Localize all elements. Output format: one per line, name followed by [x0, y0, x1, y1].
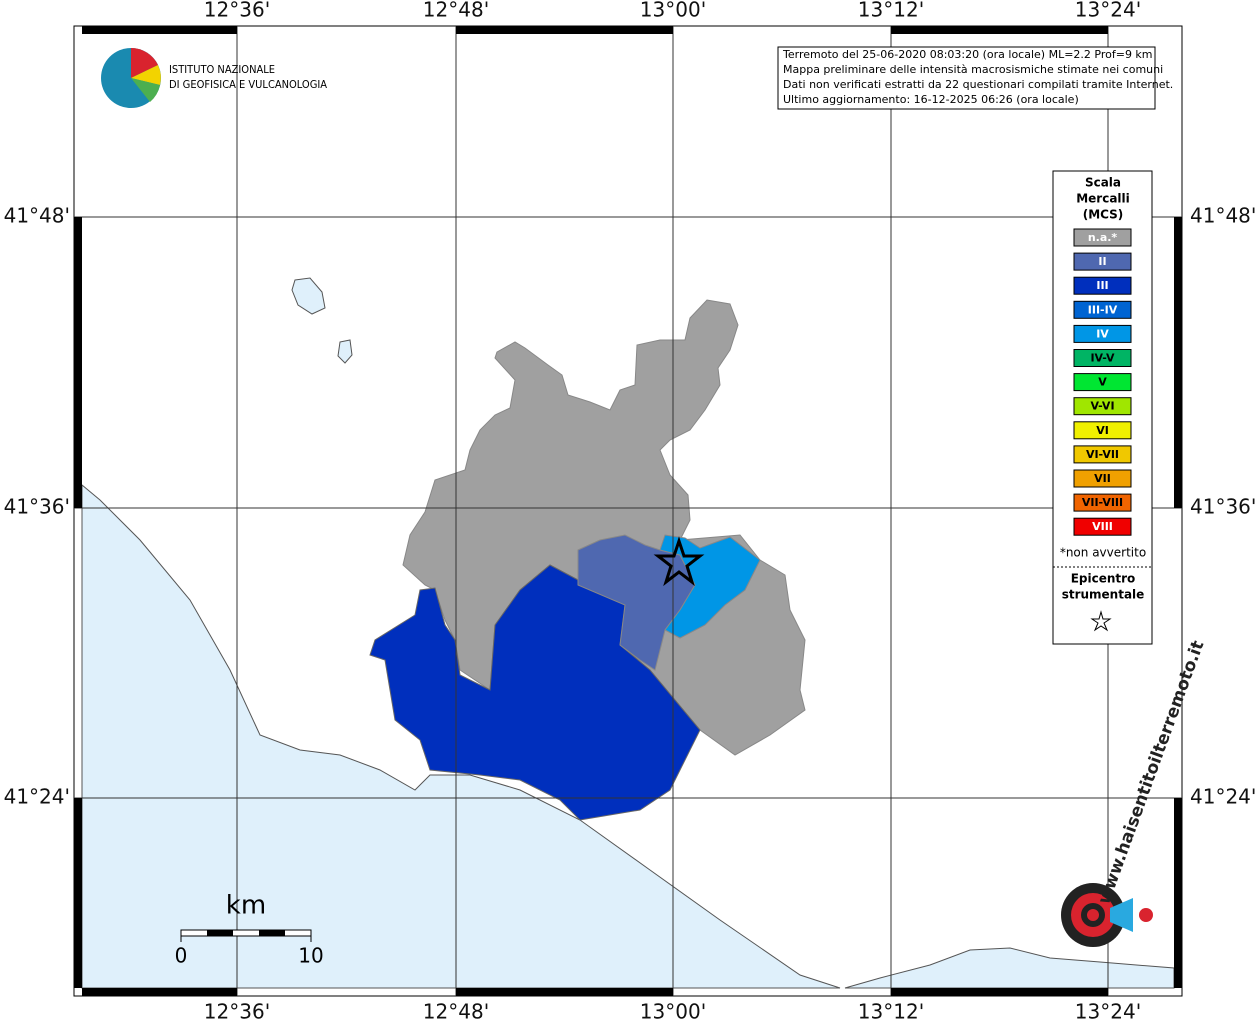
- area-na: [402, 299, 806, 756]
- lat-label: 41°36': [4, 495, 70, 519]
- legend-label: n.a.*: [1088, 231, 1118, 244]
- lon-label: 13°12': [858, 0, 924, 22]
- lat-label: 41°24': [4, 785, 70, 809]
- legend-swatch: [1073, 349, 1132, 367]
- legend-label: II: [1098, 255, 1106, 268]
- scale-label: 0: [175, 944, 188, 968]
- legend-swatch: [1073, 228, 1132, 247]
- legend-swatch: [1073, 397, 1132, 416]
- info-box: [777, 46, 1156, 110]
- lon-label: 13°00': [640, 1000, 706, 1024]
- legend-epicenter: strumentale: [1062, 588, 1145, 602]
- legend-title: (MCS): [1083, 208, 1124, 222]
- legend-label: VII-VIII: [1082, 496, 1123, 509]
- lon-label: 12°36': [204, 1000, 270, 1024]
- legend-title: Mercalli: [1076, 192, 1130, 206]
- lat-label: 41°24': [1190, 785, 1255, 809]
- epicenter-star: [653, 536, 705, 587]
- legend-label: IV: [1096, 327, 1109, 340]
- lon-label: 13°12': [858, 1000, 924, 1024]
- lat-label: 41°48': [1190, 204, 1255, 228]
- legend-label: III-IV: [1088, 303, 1118, 316]
- lat-label: 41°36': [1190, 495, 1255, 519]
- legend-swatch: [1073, 300, 1132, 319]
- legend-swatch: [1073, 252, 1132, 271]
- institute-line: ISTITUTO NAZIONALE: [169, 63, 275, 76]
- legend-epicenter: Epicentro: [1071, 572, 1136, 586]
- scale-bar: km 0 10: [175, 891, 324, 968]
- island: [291, 277, 326, 315]
- legend-label: III: [1096, 279, 1108, 292]
- ingv-logo: ISTITUTO NAZIONALE DI GEOFISICA E VULCAN…: [101, 48, 327, 108]
- lon-label: 12°36': [204, 0, 270, 22]
- legend-swatch: [1073, 421, 1132, 440]
- island: [337, 339, 353, 364]
- legend-swatch: [1073, 445, 1132, 464]
- institute-line: DI GEOFISICA E VULCANOLOGIA: [169, 78, 327, 91]
- legend-label: VI: [1096, 424, 1109, 437]
- info-line: Ultimo aggiornamento: 16-12-2025 06:26 (…: [783, 93, 1079, 106]
- lon-label: 13°24': [1075, 0, 1141, 22]
- legend-label: VIII: [1092, 520, 1113, 533]
- scale-unit: km: [226, 891, 266, 921]
- area-iii: [369, 564, 701, 821]
- legend-swatch: [1073, 324, 1132, 343]
- area-iv: [659, 534, 761, 639]
- legend-label: VII: [1094, 472, 1111, 485]
- scale-label: 10: [298, 944, 323, 968]
- lat-label: 41°48': [4, 204, 70, 228]
- info-line: Dati non verificati estratti da 22 quest…: [783, 78, 1173, 91]
- legend-swatch: [1073, 276, 1132, 295]
- legend-swatch: [1073, 469, 1132, 488]
- info-line: Terremoto del 25-06-2020 08:03:20 (ora l…: [782, 48, 1153, 61]
- lon-label: 12°48': [423, 1000, 489, 1024]
- legend-label: V: [1098, 376, 1107, 389]
- legend-title: Scala: [1085, 176, 1121, 190]
- legend-swatch: [1073, 493, 1132, 512]
- lon-label: 12°48': [423, 0, 489, 22]
- lon-label: 13°00': [640, 0, 706, 22]
- legend-note: *non avvertito: [1060, 546, 1146, 560]
- legend-star: [1090, 610, 1112, 632]
- legend-swatch: [1073, 517, 1132, 536]
- legend-label: VI-VII: [1086, 448, 1119, 461]
- frame-bars: [74, 26, 1182, 996]
- lon-label: 13°24': [1075, 1000, 1141, 1024]
- info-line: Mappa preliminare delle intensità macros…: [783, 63, 1163, 76]
- legend-swatch: [1073, 373, 1132, 392]
- legend-label: V-VI: [1090, 400, 1114, 413]
- sea: [81, 483, 841, 989]
- legend-label: IV-V: [1090, 352, 1115, 365]
